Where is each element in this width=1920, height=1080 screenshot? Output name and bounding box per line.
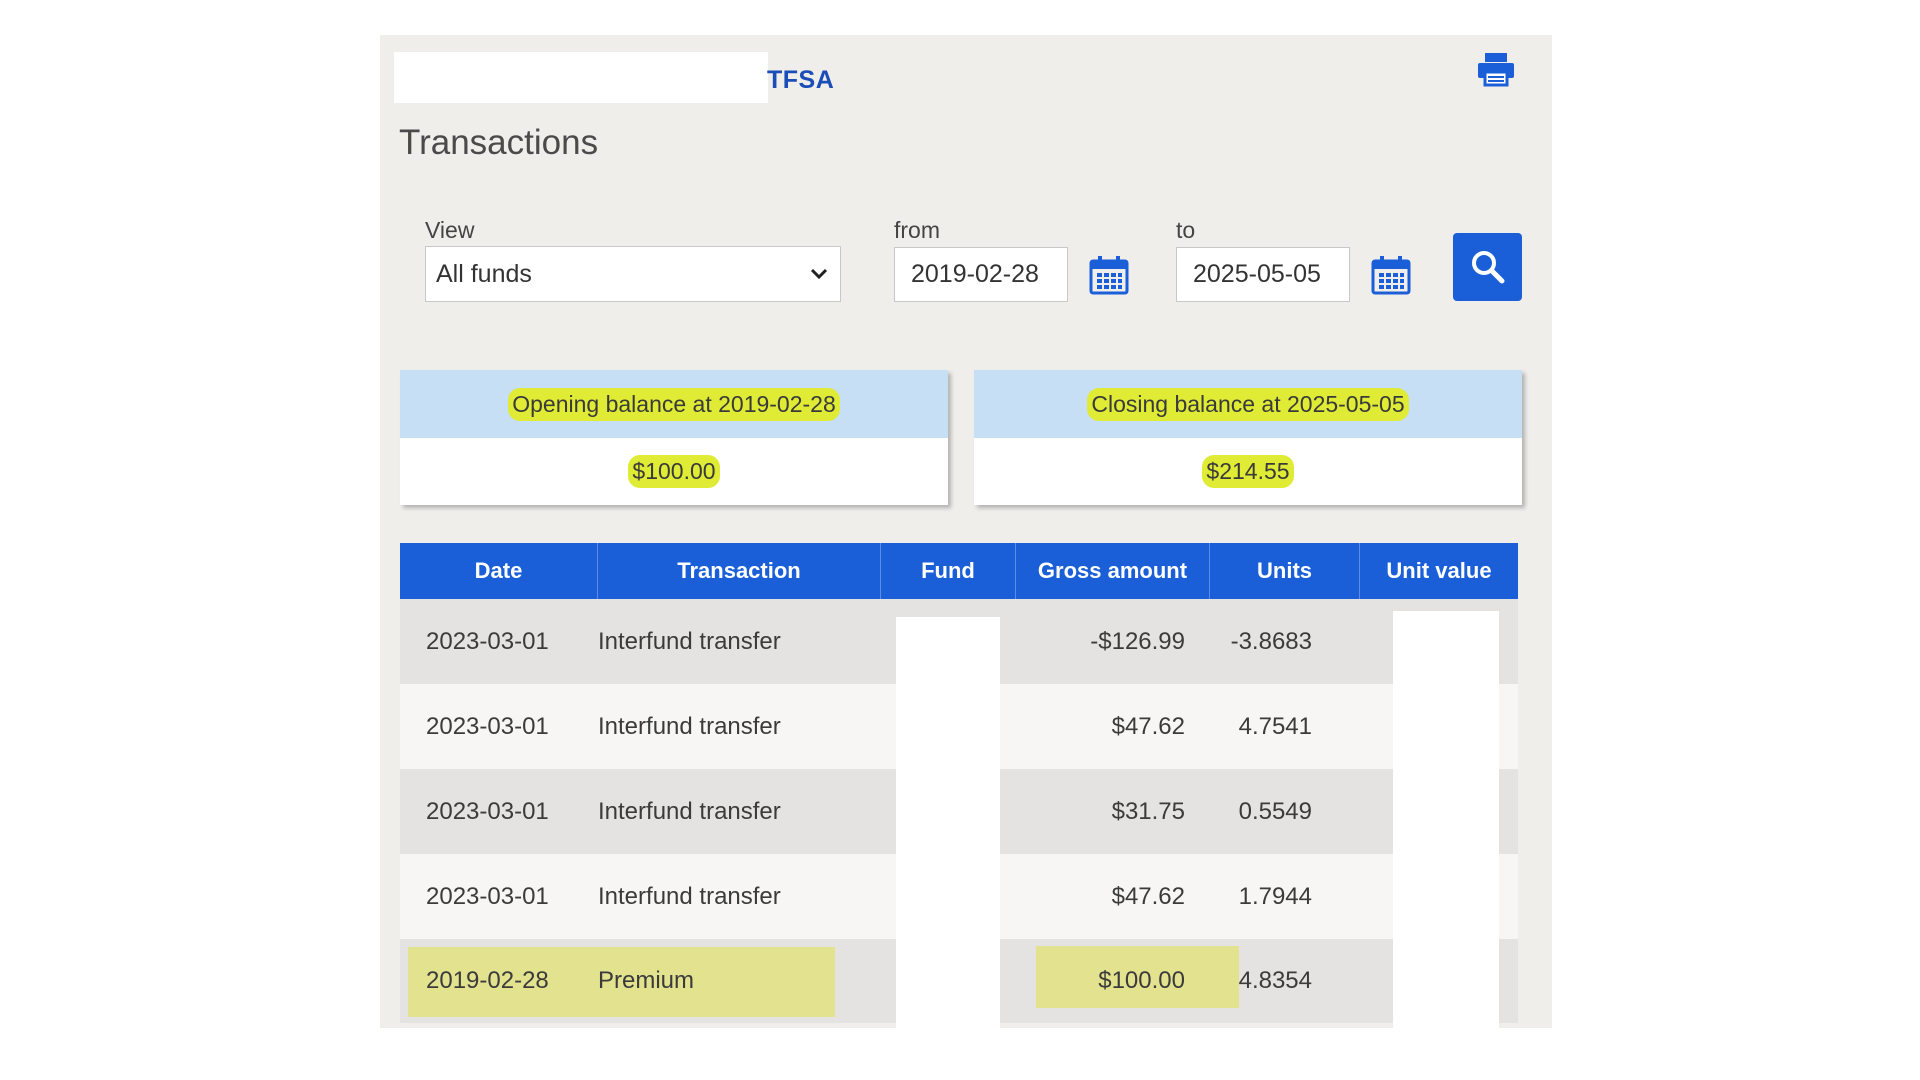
closing-balance-label: Closing balance at 2025-05-05 [1087, 387, 1409, 421]
opening-balance-label: Opening balance at 2019-02-28 [508, 387, 840, 421]
column-header-unit-value[interactable]: Unit value [1386, 558, 1492, 583]
column-header-transaction[interactable]: Transaction [598, 543, 881, 599]
closing-balance-value: $214.55 [1202, 455, 1294, 488]
transactions-table: Date Transaction Fund Gross amount Units… [400, 543, 1518, 1049]
column-header-gross-amount[interactable]: Gross amount [1016, 543, 1210, 599]
cell-gross-amount: $100.00 [1098, 967, 1185, 994]
gross-highlight [1036, 946, 1239, 1008]
column-header-fund[interactable]: Fund [881, 543, 1016, 599]
opening-balance-value: $100.00 [628, 455, 720, 488]
transactions-panel: TFSA Transactions View All funds from 20… [380, 35, 1552, 1049]
cell-date: 2019-02-28 [426, 967, 549, 994]
account-type: TFSA [767, 66, 835, 94]
cell-gross-amount: $47.62 [1111, 882, 1185, 910]
page-title: Transactions [399, 123, 599, 162]
view-select[interactable]: All funds [425, 246, 841, 302]
search-icon [1471, 251, 1504, 284]
cell-transaction: Interfund transfer [598, 797, 781, 825]
cell-date: 2023-03-01 [426, 882, 549, 910]
opening-balance-card: Opening balance at 2019-02-28 $100.00 [400, 370, 948, 505]
cell-transaction: Premium [598, 967, 695, 994]
cell-units: 4.7541 [1238, 712, 1312, 740]
cell-units: 1.7944 [1238, 882, 1312, 910]
view-label: View [425, 217, 475, 243]
cell-date: 2023-03-01 [426, 627, 549, 655]
calendar-icon[interactable] [1088, 254, 1130, 296]
view-select-value: All funds [436, 259, 532, 288]
cell-date: 2023-03-01 [426, 797, 549, 825]
cell-transaction: Interfund transfer [598, 627, 781, 655]
cell-gross-amount: $47.62 [1111, 712, 1185, 740]
cell-transaction: Interfund transfer [598, 882, 781, 910]
printer-icon[interactable] [1476, 51, 1516, 87]
to-date-input[interactable]: 2025-05-05 [1176, 247, 1350, 302]
table-header: Date Transaction Fund Gross amount Units… [400, 543, 1518, 599]
redacted-account-name [394, 52, 768, 103]
cell-transaction: Interfund transfer [598, 712, 781, 740]
to-label: to [1176, 217, 1196, 243]
column-header-units[interactable]: Units [1210, 543, 1360, 599]
redacted-fund-column [896, 617, 1000, 1049]
from-date-input[interactable]: 2019-02-28 [894, 247, 1068, 302]
search-button[interactable] [1453, 233, 1522, 301]
cell-date: 2023-03-01 [426, 712, 549, 740]
table-row: 2023-03-01 Interfund transfer -$126.99 -… [400, 599, 1518, 684]
cell-units: 0.5549 [1238, 797, 1312, 825]
calendar-icon[interactable] [1370, 254, 1412, 296]
column-header-date[interactable]: Date [400, 543, 598, 599]
cell-units: 4.8354 [1238, 967, 1312, 994]
cell-units: -3.8683 [1230, 627, 1312, 655]
chevron-down-icon [808, 263, 830, 285]
row-highlight [408, 947, 835, 1017]
cell-gross-amount: $31.75 [1111, 797, 1185, 825]
from-label: from [894, 217, 940, 243]
redacted-unit-value-column [1393, 611, 1499, 1035]
closing-balance-card: Closing balance at 2025-05-05 $214.55 [974, 370, 1522, 505]
cell-gross-amount: -$126.99 [1090, 627, 1185, 655]
